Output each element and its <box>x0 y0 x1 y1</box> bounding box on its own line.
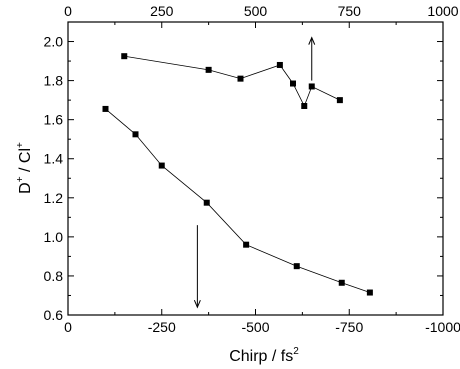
arrow-annotation-2 <box>194 225 200 307</box>
series-1-point <box>337 97 343 103</box>
x-bottom-tick-label: -750 <box>335 319 363 335</box>
x-top-tick-label: 0 <box>64 3 72 19</box>
series-1-point <box>238 76 244 82</box>
series-2-point <box>339 280 345 286</box>
x-axis-title: Chirp / fs2 <box>229 346 299 365</box>
x-bottom-tick-label: 0 <box>64 319 72 335</box>
y-axis-title: D+ / Cl+ <box>15 142 34 194</box>
series-2-point <box>204 200 210 206</box>
x-axis-title-main: Chirp / fs <box>229 348 293 365</box>
plot-frame <box>68 22 443 315</box>
x-axis-title-sup: 2 <box>293 346 299 357</box>
y-axis-title-part-cl: / Cl <box>17 148 34 176</box>
ticks-layer: 0 -250 -500 -750 -1000 0 250 500 750 1000 0.6 0.8 1.… <box>44 3 460 335</box>
series-1-line <box>124 56 340 106</box>
y-tick-label: 1.4 <box>44 151 64 167</box>
y-tick-label: 1.0 <box>44 229 64 245</box>
x-top-tick-label: 250 <box>150 3 174 19</box>
series-2-point <box>243 242 249 248</box>
arrow-annotation-1 <box>309 38 315 81</box>
series-1-point <box>277 62 283 68</box>
y-tick-label: 0.6 <box>44 307 64 323</box>
series-2-point <box>103 106 109 112</box>
y-tick-label: 0.8 <box>44 268 64 284</box>
x-top-tick-label: 1000 <box>427 3 458 19</box>
x-bottom-tick-label: -500 <box>241 319 269 335</box>
series-2-point <box>294 263 300 269</box>
series-1-point <box>290 81 296 87</box>
x-bottom-tick-label: -250 <box>148 319 176 335</box>
lines-layer <box>106 56 370 292</box>
y-tick-label: 1.8 <box>44 73 64 89</box>
series-2-line <box>106 109 370 293</box>
x-bottom-tick-label: -1000 <box>425 319 460 335</box>
series-1-point <box>309 83 315 89</box>
series-1-point <box>301 103 307 109</box>
y-tick-label: 1.2 <box>44 190 64 206</box>
y-axis-title-sup-2: + <box>15 142 26 148</box>
series-2-point <box>159 163 165 169</box>
series-2-point <box>133 131 139 137</box>
y-tick-label: 1.6 <box>44 112 64 128</box>
markers-layer <box>103 53 373 295</box>
y-tick-label: 2.0 <box>44 34 64 50</box>
x-top-tick-label: 750 <box>338 3 362 19</box>
series-2-point <box>367 290 373 296</box>
x-top-tick-label: 500 <box>244 3 268 19</box>
y-axis-title-part-d: D <box>17 182 34 194</box>
series-1-point <box>206 67 212 73</box>
series-1-point <box>121 53 127 59</box>
